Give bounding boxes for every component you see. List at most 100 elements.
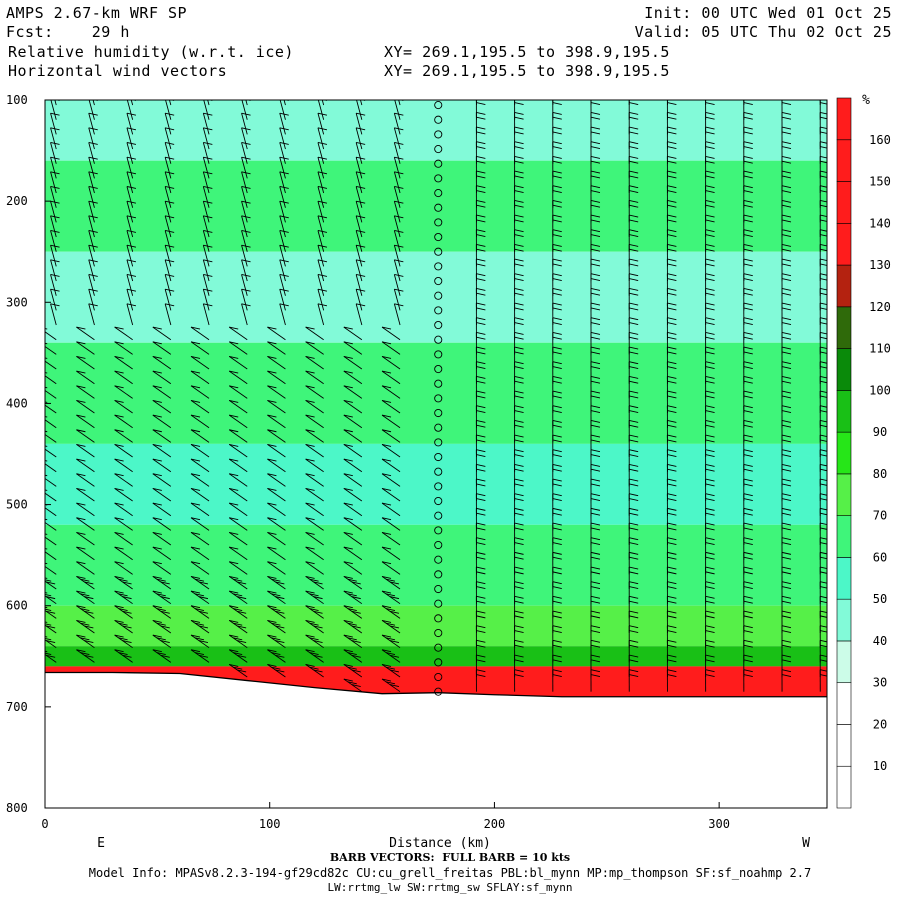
colorbar-tick-label: 150 — [869, 175, 891, 189]
rh-band-4 — [45, 443, 827, 525]
wind-barb — [279, 156, 289, 179]
wind-barb — [190, 385, 210, 399]
wind-barb — [76, 531, 95, 546]
wind-barb — [88, 127, 98, 150]
wind-barb — [305, 561, 324, 575]
wind-barb — [279, 230, 289, 252]
wind-barb — [126, 274, 137, 296]
wind-barb — [241, 244, 251, 267]
wind-barb — [305, 414, 324, 429]
wind-barb — [279, 274, 289, 296]
wind-barb — [202, 200, 213, 223]
wind-barb — [228, 326, 248, 341]
wind-barb — [381, 649, 401, 663]
x-end-label-right: W — [802, 836, 810, 851]
wind-barb — [190, 487, 210, 502]
wind-barb — [190, 649, 210, 663]
wind-barb — [114, 341, 133, 355]
wind-barb — [393, 171, 404, 194]
wind-barb — [114, 590, 133, 605]
wind-barb — [152, 473, 172, 487]
wind-barb — [228, 458, 248, 473]
wind-barb — [381, 663, 401, 678]
colorbar-tick-label: 50 — [873, 592, 887, 606]
wind-barb — [393, 303, 404, 326]
wind-barb — [190, 370, 210, 385]
colorbar-tick-label: 10 — [873, 759, 887, 773]
wind-barb — [114, 458, 133, 473]
wind-barb — [228, 473, 248, 487]
colorbar-segment — [836, 473, 852, 516]
colorbar-segment — [836, 390, 852, 433]
wind-barb — [781, 669, 792, 692]
wind-barb — [169, 100, 172, 106]
wind-barb — [381, 619, 401, 634]
wind-barb — [819, 669, 827, 692]
wind-barb — [279, 244, 289, 267]
wind-barb — [343, 561, 363, 575]
wind-barb — [164, 215, 175, 238]
wind-barb — [355, 171, 366, 194]
wind-barb — [267, 355, 286, 370]
wind-barb — [164, 142, 175, 164]
wind-barb — [45, 577, 57, 590]
wind-barb — [305, 634, 324, 649]
wind-barb — [305, 546, 324, 561]
wind-barb — [114, 634, 133, 649]
wind-barb — [279, 215, 289, 238]
wind-barb — [228, 487, 248, 502]
wind-barb — [114, 546, 133, 561]
wind-barb — [114, 399, 133, 414]
y-tick-label: 200 — [6, 194, 28, 208]
wind-barb — [190, 561, 210, 575]
wind-barb — [434, 672, 443, 682]
wind-barb — [434, 218, 443, 227]
wind-barb — [355, 142, 366, 164]
terrain-layer — [45, 671, 827, 808]
wind-barb — [279, 142, 289, 164]
wind-barb — [190, 546, 210, 561]
wind-barb — [343, 575, 363, 590]
wind-barb — [305, 443, 324, 458]
wind-barb — [355, 112, 366, 135]
colorbar-segment — [836, 97, 852, 141]
wind-barb — [76, 458, 95, 473]
wind-barb — [245, 100, 248, 106]
wind-barb — [45, 474, 57, 487]
wind-barb — [343, 326, 363, 341]
wind-barb — [50, 274, 60, 296]
model-title: AMPS 2.67-km WRF SP — [6, 4, 188, 22]
wind-barb — [381, 531, 401, 546]
wind-barb — [381, 414, 401, 429]
wind-barb — [45, 386, 57, 399]
wind-barb — [152, 341, 172, 355]
wind-barb — [355, 186, 366, 208]
wind-barb — [514, 669, 524, 692]
colorbar-segment — [836, 640, 852, 684]
colorbar-segment — [836, 682, 852, 725]
wind-barb — [152, 399, 172, 414]
wind-barb — [228, 531, 248, 546]
wind-barb — [305, 385, 324, 399]
model-info-line2: LW:rrtmg_lw SW:rrtmg_sw SFLAY:sf_mynn — [327, 881, 573, 894]
wind-barb — [228, 634, 248, 649]
wind-barb — [590, 669, 601, 692]
wind-barb — [76, 429, 95, 443]
wind-barb — [241, 112, 251, 135]
wind-barb — [50, 171, 60, 194]
wind-barb — [434, 101, 443, 110]
wind-barb — [267, 370, 286, 385]
wind-barb — [343, 341, 363, 355]
wind-barb — [126, 200, 137, 223]
wind-barb — [88, 112, 98, 135]
wind-barb — [152, 355, 172, 370]
wind-barb — [317, 171, 328, 194]
wind-barb — [76, 517, 95, 531]
wind-barb — [381, 590, 401, 605]
wind-barb — [434, 350, 443, 359]
wind-barb — [241, 186, 251, 208]
wind-barb — [343, 458, 363, 473]
wind-barb — [267, 634, 286, 649]
wind-barb — [76, 414, 95, 429]
wind-barb — [343, 473, 363, 487]
